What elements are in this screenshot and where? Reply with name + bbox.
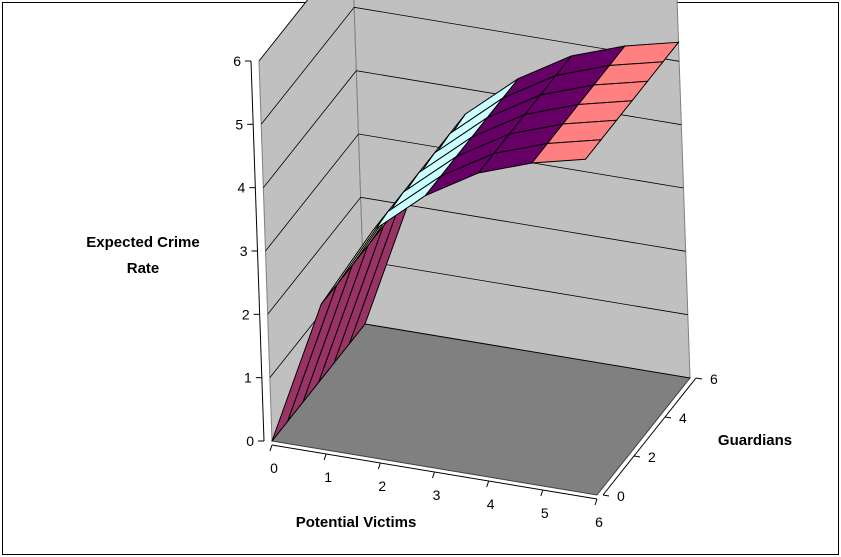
x-tick-mark-3 — [432, 471, 435, 479]
z-tick-label-0: 0 — [246, 433, 254, 449]
z-tick-label-6: 6 — [233, 53, 241, 69]
z-tick-label-5: 5 — [235, 116, 243, 132]
x-tick-label-1: 1 — [324, 469, 332, 485]
x-tick-label-4: 4 — [487, 496, 495, 512]
surface-plot — [271, 41, 680, 442]
x-tick-label-5: 5 — [541, 505, 549, 521]
gridline-z-5 — [260, 6, 680, 125]
y-tick-label-2: 4 — [679, 410, 687, 426]
z-axis-title-line-2: Rate — [127, 260, 160, 277]
x-tick-mark-0 — [269, 444, 273, 452]
z-tick-label-1: 1 — [244, 370, 252, 386]
y-tick-mark-1 — [633, 455, 641, 458]
y-tick-label-0: 0 — [617, 488, 625, 504]
x-tick-label-2: 2 — [378, 478, 386, 494]
x-tick-mark-5 — [540, 489, 544, 497]
x-tick-label-3: 3 — [433, 487, 441, 503]
y-tick-label-1: 2 — [648, 449, 656, 465]
x-tick-mark-1 — [323, 453, 327, 461]
x-tick-mark-6 — [594, 498, 598, 506]
y-axis-line — [602, 377, 697, 496]
z-axis-title-line-1: Expected Crime — [86, 234, 199, 251]
x-tick-label-0: 0 — [270, 460, 278, 476]
x-axis-title: Potential Victims — [296, 514, 417, 531]
y-tick-mark-0 — [602, 494, 610, 497]
z-tick-label-3: 3 — [240, 243, 248, 259]
y-tick-mark-3 — [695, 377, 703, 380]
z-tick-label-2: 2 — [242, 306, 250, 322]
surface-cell-0-0 — [271, 284, 338, 442]
x-tick-mark-4 — [486, 480, 490, 488]
x-tick-mark-2 — [377, 462, 381, 470]
gridline-z-3 — [265, 133, 684, 252]
y-axis-title: Guardians — [718, 432, 792, 449]
gridline-z-6 — [258, 0, 308, 62]
gridline-z-2 — [267, 196, 686, 315]
chart-walls — [258, 0, 691, 496]
x-tick-label-6: 6 — [595, 514, 603, 530]
y-tick-label-3: 6 — [710, 371, 718, 387]
z-tick-label-4: 4 — [238, 180, 246, 196]
y-tick-mark-2 — [664, 416, 672, 419]
